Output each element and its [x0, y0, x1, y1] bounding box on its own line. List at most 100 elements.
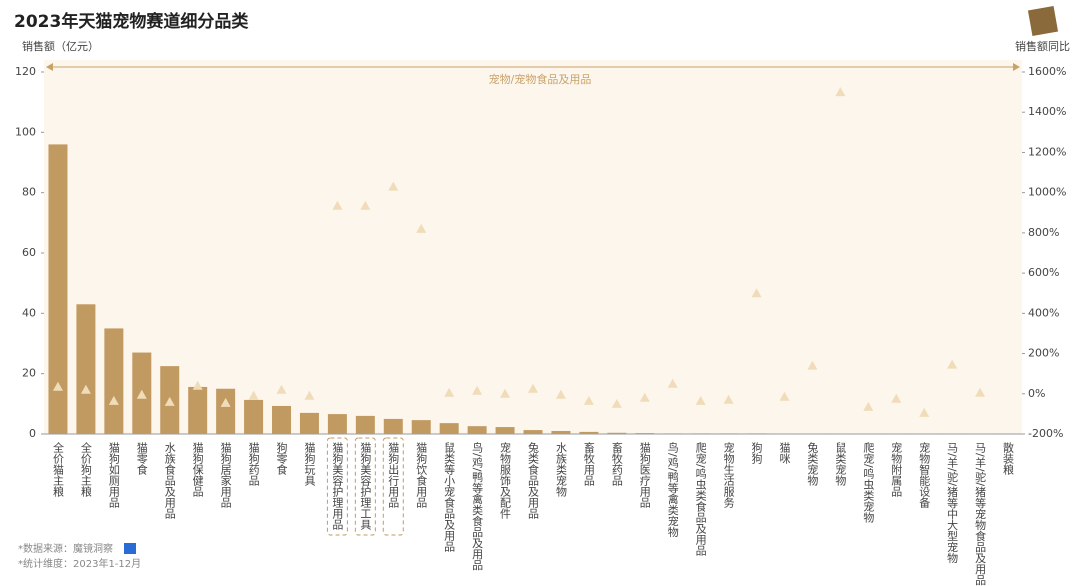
growth-marker	[108, 395, 119, 405]
x-tick-label: 全价猫主粮	[51, 441, 64, 498]
bar	[719, 433, 739, 434]
growth-marker	[80, 384, 91, 394]
arrow-head	[1013, 63, 1020, 71]
bar	[355, 415, 375, 434]
y2-tick-label: 600%	[1028, 266, 1059, 279]
bar	[299, 412, 319, 434]
bar	[635, 433, 655, 434]
x-tick-label: 爬宠/鸣虫类宠物	[862, 442, 875, 523]
highlight-box	[354, 437, 376, 536]
bar	[523, 430, 543, 434]
bar	[579, 431, 599, 434]
bar	[188, 386, 208, 434]
growth-marker	[611, 398, 622, 408]
x-tick-label: 鼠类等小宠食品及用品	[443, 441, 456, 552]
y-tick-label: 0	[29, 427, 36, 440]
y2-tick-label: 0%	[1028, 387, 1045, 400]
x-tick-label: 宠物生活服务	[722, 441, 735, 508]
bar	[76, 304, 96, 434]
growth-marker	[416, 223, 427, 233]
x-tick-label: 猫零食	[135, 442, 148, 476]
y-tick-label: 80	[22, 186, 36, 199]
x-tick-label: 兔类食品及用品	[527, 441, 540, 519]
footer-source: *数据来源：魔镜洞察	[18, 542, 113, 555]
bar	[216, 388, 236, 434]
y2-axis-title: 销售额同比	[1015, 39, 1070, 53]
y2-tick-label: 1000%	[1028, 186, 1066, 199]
growth-marker	[276, 384, 287, 394]
bar	[272, 405, 292, 434]
growth-marker	[807, 360, 818, 370]
growth-marker	[192, 380, 203, 390]
x-tick-label: 猫狗居家用品	[219, 442, 232, 508]
y-tick-label: 60	[22, 246, 36, 259]
y-tick-label: 100	[15, 125, 36, 138]
highlight-box	[382, 437, 404, 536]
y-tick-label: 120	[15, 65, 36, 78]
x-tick-label: 猫狗保健品	[191, 442, 204, 497]
x-tick-label: 猫狗出行用品	[387, 442, 400, 508]
growth-marker	[360, 200, 371, 210]
logo	[1027, 5, 1059, 37]
bar	[383, 418, 403, 434]
x-tick-label: 全价狗主粮	[79, 441, 92, 498]
growth-marker	[639, 392, 650, 402]
bar	[747, 433, 767, 434]
x-tick-label: 散装粮	[1002, 441, 1015, 476]
growth-marker	[500, 388, 511, 398]
growth-marker	[52, 381, 63, 391]
bar	[104, 328, 124, 434]
x-tick-label: 猫狗玩具	[303, 442, 316, 486]
y-tick-label: 20	[22, 367, 36, 380]
growth-marker	[667, 378, 678, 388]
x-tick-label: 水族类宠物	[554, 442, 567, 497]
growth-marker	[164, 396, 175, 406]
x-tick-label: 畜牧用品	[582, 441, 595, 486]
x-tick-label: 马/羊/驼/猪等宠物食品及用品	[974, 442, 987, 585]
bar	[495, 427, 515, 434]
growth-marker	[444, 387, 455, 397]
growth-marker	[136, 389, 147, 399]
bar	[607, 432, 627, 434]
growth-marker	[220, 397, 231, 407]
x-tick-label: 狗零食	[275, 442, 288, 476]
x-tick-label: 猫狗美容护理用品	[331, 442, 344, 530]
y2-tick-label: 1600%	[1028, 65, 1066, 78]
y2-tick-label: -200%	[1028, 427, 1063, 440]
growth-marker	[472, 385, 483, 395]
growth-marker	[891, 393, 902, 403]
x-tick-label: 兔类宠物	[806, 441, 819, 486]
x-tick-label: 畜牧药品	[610, 441, 623, 486]
x-tick-label: 鸟/鸡/鸭等禽类食品及用品	[471, 441, 484, 571]
x-tick-label: 宠物附属品	[890, 441, 903, 497]
growth-marker	[304, 390, 315, 400]
annotation: 宠物/宠物食品及用品	[489, 72, 592, 86]
x-tick-label: 水族食品及用品	[163, 442, 176, 519]
growth-marker	[388, 181, 399, 191]
x-tick-label: 爬宠/鸣虫类食品及用品	[694, 442, 707, 556]
bar	[467, 426, 487, 434]
x-tick-label: 宠物服饰及配件	[499, 441, 512, 520]
arrow-head	[46, 63, 53, 71]
growth-marker	[835, 87, 846, 97]
growth-marker	[583, 395, 594, 405]
x-tick-label: 狗狗	[750, 442, 763, 465]
bar	[663, 433, 683, 434]
growth-marker	[779, 391, 790, 401]
x-tick-label: 鼠类宠物	[834, 441, 847, 486]
y2-tick-label: 1400%	[1028, 105, 1066, 118]
growth-marker	[723, 394, 734, 404]
footer-scope: *统计维度：2023年1-12月	[18, 557, 141, 570]
x-tick-label: 猫狗药品	[247, 442, 260, 486]
highlight-box	[326, 437, 348, 536]
x-tick-label: 猫狗如厕用品	[107, 442, 120, 508]
y2-tick-label: 200%	[1028, 347, 1059, 360]
y-axis-title: 销售额（亿元）	[22, 39, 99, 53]
bar	[439, 423, 459, 434]
plot-background	[44, 60, 1022, 434]
growth-marker	[863, 401, 874, 411]
bar	[244, 399, 264, 434]
growth-marker	[975, 387, 986, 397]
growth-marker	[751, 288, 762, 298]
